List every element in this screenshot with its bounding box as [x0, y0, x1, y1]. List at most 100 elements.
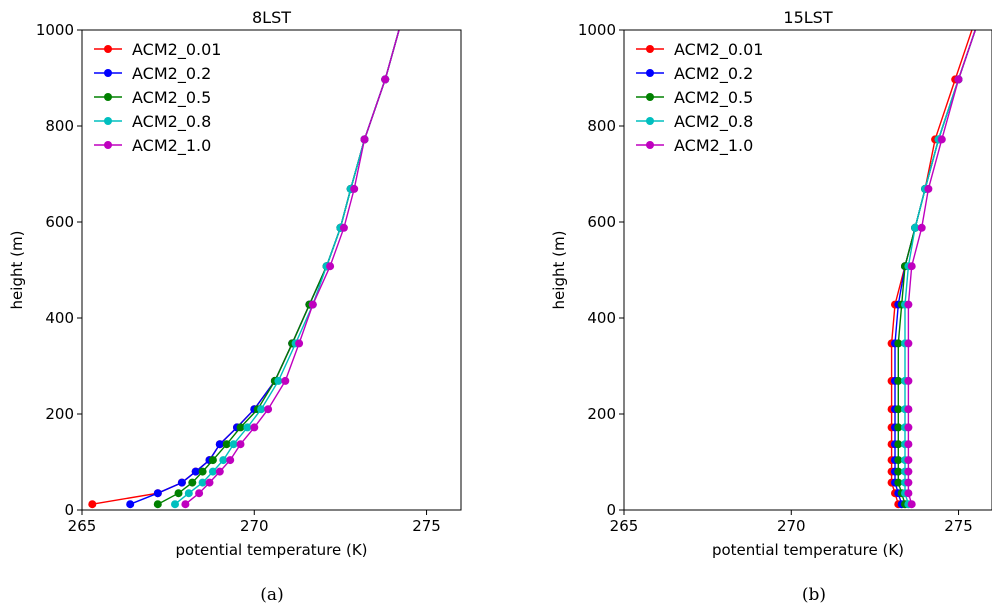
- data-point-ACM2_0.8: [243, 423, 251, 431]
- panel-caption: (a): [260, 585, 283, 605]
- data-point-ACM2_0.8: [274, 377, 282, 385]
- y-tick-label: 200: [45, 405, 74, 423]
- x-tick-label: 275: [944, 517, 973, 535]
- data-point-ACM2_0.8: [230, 440, 238, 448]
- y-tick-label: 0: [64, 501, 74, 519]
- data-point-ACM2_0.2: [154, 489, 162, 497]
- legend-marker-ACM2_0.8: [646, 117, 654, 125]
- y-tick-label: 1000: [36, 21, 74, 39]
- data-point-ACM2_1.0: [281, 377, 289, 385]
- data-point-ACM2_1.0: [340, 224, 348, 232]
- data-point-ACM2_0.5: [209, 456, 217, 464]
- y-tick-label: 400: [587, 309, 616, 327]
- y-tick-label: 400: [45, 309, 74, 327]
- chart-panel-b: 265 270 275 0 200 400 600 800 1000 15LST potential…: [550, 8, 992, 605]
- x-tick-label: 270: [777, 517, 806, 535]
- x-tick-label: 275: [412, 517, 441, 535]
- data-point-ACM2_1.0: [904, 468, 912, 476]
- data-point-ACM2_0.8: [257, 405, 265, 413]
- data-point-ACM2_0.8: [209, 468, 217, 476]
- data-point-ACM2_0.5: [175, 489, 183, 497]
- legend-marker-ACM2_0.2: [104, 69, 112, 77]
- legend-label-ACM2_0.2: ACM2_0.2: [674, 64, 753, 84]
- data-point-ACM2_1.0: [938, 135, 946, 143]
- data-point-ACM2_0.2: [216, 440, 224, 448]
- data-point-ACM2_1.0: [904, 405, 912, 413]
- data-point-ACM2_1.0: [904, 377, 912, 385]
- data-point-ACM2_0.2: [192, 468, 200, 476]
- data-point-ACM2_1.0: [295, 339, 303, 347]
- legend-marker-ACM2_0.5: [646, 93, 654, 101]
- data-point-ACM2_1.0: [350, 185, 358, 193]
- data-point-ACM2_1.0: [904, 479, 912, 487]
- data-point-ACM2_0.5: [223, 440, 231, 448]
- legend-marker-ACM2_1.0: [646, 141, 654, 149]
- data-point-ACM2_1.0: [904, 440, 912, 448]
- legend-marker-ACM2_0.8: [104, 117, 112, 125]
- legend-marker-ACM2_0.5: [104, 93, 112, 101]
- series-group: [888, 30, 976, 508]
- data-point-ACM2_0.8: [185, 489, 193, 497]
- legend-label-ACM2_0.5: ACM2_0.5: [132, 88, 211, 108]
- y-axis-label: height (m): [8, 231, 26, 310]
- data-point-ACM2_1.0: [904, 456, 912, 464]
- data-point-ACM2_1.0: [904, 339, 912, 347]
- x-axis-label: potential temperature (K): [175, 541, 367, 559]
- data-point-ACM2_1.0: [264, 405, 272, 413]
- data-point-ACM2_0.8: [171, 500, 179, 508]
- data-point-ACM2_0.01: [88, 500, 96, 508]
- data-point-ACM2_1.0: [195, 489, 203, 497]
- x-tick-label: 265: [610, 517, 639, 535]
- x-axis-label: potential temperature (K): [712, 541, 904, 559]
- data-point-ACM2_1.0: [181, 500, 189, 508]
- data-point-ACM2_1.0: [216, 468, 224, 476]
- y-tick-label: 200: [587, 405, 616, 423]
- data-point-ACM2_0.8: [219, 456, 227, 464]
- y-axis-label: height (m): [550, 231, 568, 310]
- chart-title: 15LST: [783, 8, 832, 27]
- legend-marker-ACM2_0.01: [646, 45, 654, 53]
- y-tick-label: 0: [606, 501, 616, 519]
- chart-panel-a: 265 270 275 0 200 400 600 800 1000 8LST potential …: [8, 8, 461, 605]
- series-line-ACM2_1.0: [908, 30, 975, 504]
- legend-label-ACM2_0.01: ACM2_0.01: [132, 40, 221, 60]
- legend-label-ACM2_0.5: ACM2_0.5: [674, 88, 753, 108]
- legend: ACM2_0.01 ACM2_0.2 ACM2_0.5 ACM2_0.8 ACM2_1.…: [636, 40, 763, 156]
- legend-marker-ACM2_0.2: [646, 69, 654, 77]
- data-point-ACM2_0.5: [154, 500, 162, 508]
- data-point-ACM2_0.2: [126, 500, 134, 508]
- legend-label-ACM2_0.2: ACM2_0.2: [132, 64, 211, 84]
- data-point-ACM2_1.0: [904, 489, 912, 497]
- data-point-ACM2_1.0: [361, 135, 369, 143]
- series-line-ACM2_1.0: [185, 30, 399, 504]
- x-tick-label: 265: [68, 517, 97, 535]
- data-point-ACM2_1.0: [904, 301, 912, 309]
- data-point-ACM2_1.0: [206, 479, 214, 487]
- data-point-ACM2_0.5: [199, 468, 207, 476]
- y-tick-label: 800: [587, 117, 616, 135]
- legend: ACM2_0.01 ACM2_0.2 ACM2_0.5 ACM2_0.8 ACM2_1.…: [94, 40, 221, 156]
- data-point-ACM2_1.0: [237, 440, 245, 448]
- data-point-ACM2_1.0: [908, 262, 916, 270]
- legend-label-ACM2_0.8: ACM2_0.8: [674, 112, 753, 132]
- y-tick-label: 800: [45, 117, 74, 135]
- legend-marker-ACM2_1.0: [104, 141, 112, 149]
- data-point-ACM2_1.0: [226, 456, 234, 464]
- legend-label-ACM2_1.0: ACM2_1.0: [132, 136, 211, 156]
- x-tick-label: 270: [240, 517, 269, 535]
- legend-marker-ACM2_0.01: [104, 45, 112, 53]
- data-point-ACM2_1.0: [250, 423, 258, 431]
- data-point-ACM2_1.0: [309, 301, 317, 309]
- data-point-ACM2_0.5: [237, 423, 245, 431]
- chart-title: 8LST: [252, 8, 291, 27]
- data-point-ACM2_1.0: [918, 224, 926, 232]
- data-point-ACM2_1.0: [326, 262, 334, 270]
- legend-label-ACM2_0.01: ACM2_0.01: [674, 40, 763, 60]
- y-tick-label: 1000: [578, 21, 616, 39]
- data-point-ACM2_1.0: [904, 423, 912, 431]
- y-tick-label: 600: [45, 213, 74, 231]
- data-point-ACM2_0.5: [188, 479, 196, 487]
- data-point-ACM2_1.0: [381, 75, 389, 83]
- legend-label-ACM2_1.0: ACM2_1.0: [674, 136, 753, 156]
- data-point-ACM2_1.0: [908, 500, 916, 508]
